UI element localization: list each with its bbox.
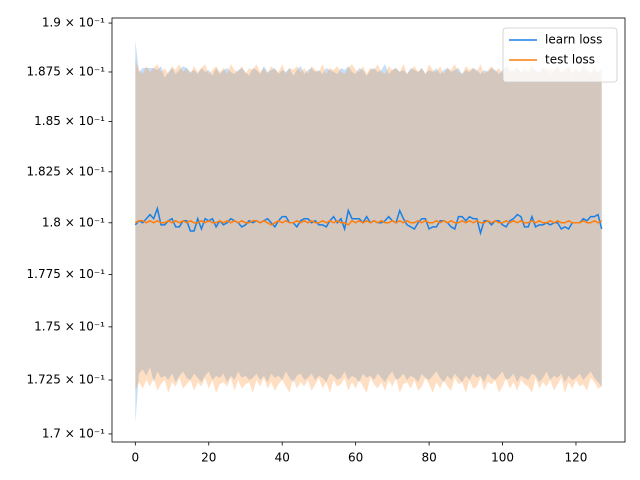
x-tick-label: 80 (421, 451, 436, 465)
y-tick-label: 1.7 × 10⁻¹ (42, 426, 105, 440)
y-tick-label: 1.8 × 10⁻¹ (42, 215, 105, 229)
plot-area (134, 40, 603, 424)
y-tick-label: 1.775 × 10⁻¹ (27, 267, 106, 281)
x-tick-label: 120 (565, 451, 588, 465)
y-tick-label: 1.9 × 10⁻¹ (42, 16, 105, 30)
line (134, 205, 603, 236)
x-tick-label: 60 (348, 451, 363, 465)
legend-label: test loss (545, 53, 595, 67)
legend-box (502, 27, 618, 83)
legend-label: learn loss (545, 33, 602, 47)
y-tick-label: 1.85 × 10⁻¹ (34, 114, 105, 128)
x-tick-label: 20 (201, 451, 216, 465)
y-tick-label: 1.825 × 10⁻¹ (27, 164, 106, 178)
legend: learn loss test loss (502, 27, 618, 83)
x-tick-label: 100 (491, 451, 514, 465)
y-tick-label: 1.725 × 10⁻¹ (27, 373, 106, 387)
band (135, 60, 602, 393)
band (135, 40, 602, 424)
x-tick-label: 0 (131, 451, 139, 465)
line (134, 219, 603, 226)
x-tick-label: 40 (275, 451, 290, 465)
y-tick-label: 1.75 × 10⁻¹ (34, 319, 105, 333)
y-tick-label: 1.875 × 10⁻¹ (27, 64, 106, 78)
axes-frame (111, 17, 626, 443)
